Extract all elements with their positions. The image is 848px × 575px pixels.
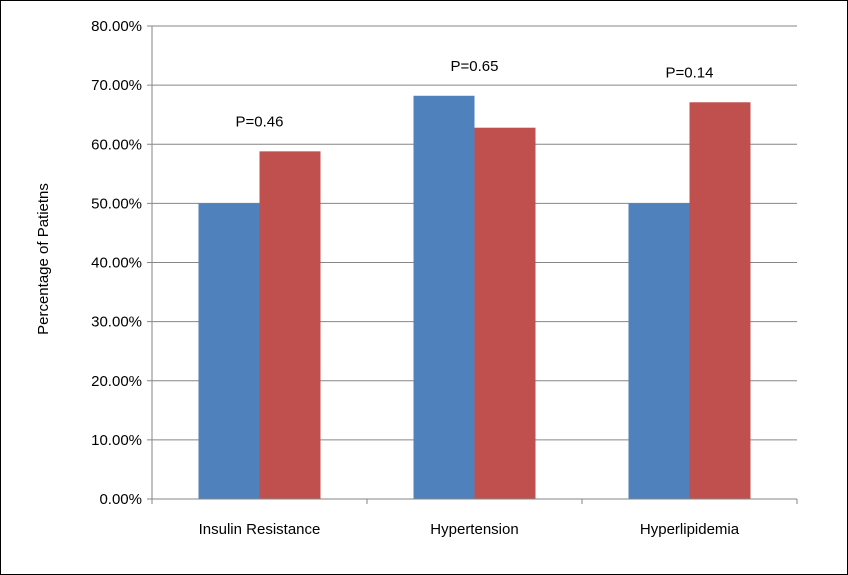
bar — [628, 203, 690, 499]
bar — [413, 95, 475, 499]
axes — [147, 25, 798, 504]
y-tick-label: 0.00% — [99, 491, 142, 508]
y-tick-label: 80.00% — [91, 18, 142, 35]
y-tick-label: 20.00% — [91, 373, 142, 390]
labels: 0.00% 10.00% 20.00% 30.00% 40.00% 50.00% 60.00… — [91, 18, 740, 538]
bar — [689, 102, 751, 500]
x-tick-label: Hyperlipidemia — [640, 521, 740, 538]
y-tick-label: 60.00% — [91, 136, 142, 153]
y-tick-label: 70.00% — [91, 77, 142, 94]
bars — [198, 95, 751, 500]
bar — [259, 151, 321, 499]
y-tick-label: 10.00% — [91, 432, 142, 449]
x-tick-label: Hypertension — [430, 521, 518, 538]
y-tick-label: 30.00% — [91, 314, 142, 331]
p-value-annotation: P=0.14 — [666, 64, 714, 81]
bar — [198, 203, 260, 499]
y-tick-label: 40.00% — [91, 255, 142, 272]
y-axis-label: Percentage of Patietns — [35, 183, 52, 335]
x-tick-label: Insulin Resistance — [199, 521, 321, 538]
y-tick-label: 50.00% — [91, 195, 142, 212]
p-value-annotation: P=0.46 — [236, 113, 284, 130]
p-value-annotation: P=0.65 — [451, 58, 499, 75]
bar — [474, 127, 536, 499]
